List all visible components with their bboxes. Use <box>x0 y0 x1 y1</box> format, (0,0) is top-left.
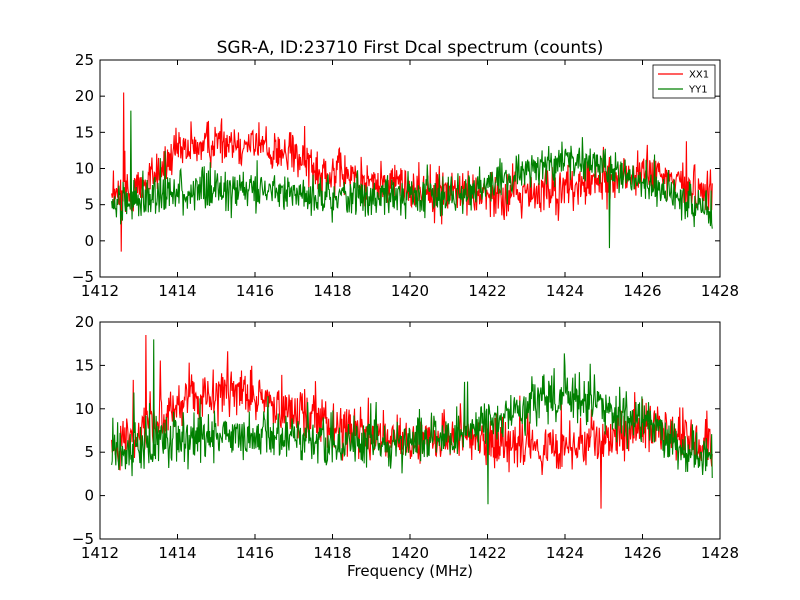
bottom-y-tick-label: 20 <box>75 313 94 331</box>
bottom-x-tick-label: 1426 <box>623 544 661 562</box>
top-y-tick-label: −5 <box>72 268 94 286</box>
top-axis-ticks: 1412 1414 1416 1418 1420 1422 1424 1426 1428 −5 0 5… <box>72 51 739 300</box>
bottom-x-tick-label: 1416 <box>236 544 274 562</box>
top-y-tick-label: 25 <box>75 51 94 69</box>
x-axis-label: Frequency (MHz) <box>347 562 473 580</box>
bottom-x-tick-label: 1428 <box>701 544 739 562</box>
chart-title: SGR-A, ID:23710 First Dcal spectrum (cou… <box>217 38 604 58</box>
bottom-y-tick-label: 0 <box>84 487 94 505</box>
bottom-x-tick-label: 1420 <box>391 544 429 562</box>
bottom-y-tick-label: 5 <box>84 443 94 461</box>
top-y-tick-label: 15 <box>75 123 94 141</box>
bottom-x-tick-label: 1412 <box>81 544 119 562</box>
top-y-tick-label: 10 <box>75 160 94 178</box>
top-plot-frame <box>99 59 721 278</box>
bottom-plot-frame <box>99 321 721 540</box>
bottom-chart: 1412 1414 1416 1418 1420 1422 1424 1426 1428 −5 0 5… <box>72 313 739 580</box>
bottom-y-tick-label: −5 <box>72 530 94 548</box>
top-x-tick-label: 1420 <box>391 282 429 300</box>
top-chart: SGR-A, ID:23710 First Dcal spectrum (cou… <box>72 38 739 300</box>
bottom-y-tick-label: 15 <box>75 356 94 374</box>
bottom-y-tick-label: 10 <box>75 400 94 418</box>
legend-label-xx1: XX1 <box>689 70 709 81</box>
bottom-x-tick-label: 1414 <box>158 544 196 562</box>
top-series-line-yy1 <box>111 110 713 249</box>
top-x-tick-label: 1416 <box>236 282 274 300</box>
bottom-x-tick-label: 1418 <box>313 544 351 562</box>
top-y-tick-label: 20 <box>75 87 94 105</box>
top-x-tick-label: 1412 <box>81 282 119 300</box>
legend: XX1 YY1 <box>652 64 716 99</box>
top-x-tick-label: 1424 <box>546 282 584 300</box>
top-x-tick-label: 1418 <box>313 282 351 300</box>
top-series-lines <box>111 92 713 252</box>
legend-label-yy1: YY1 <box>688 85 708 96</box>
bottom-axis-ticks: 1412 1414 1416 1418 1420 1422 1424 1426 1428 −5 0 5… <box>72 313 739 562</box>
bottom-series-line-yy <box>111 339 713 505</box>
top-x-tick-label: 1422 <box>468 282 506 300</box>
top-x-tick-label: 1426 <box>623 282 661 300</box>
top-y-tick-label: 5 <box>84 196 94 214</box>
top-y-tick-label: 0 <box>84 232 94 250</box>
bottom-series-line-xx <box>111 335 713 509</box>
bottom-x-tick-label: 1422 <box>468 544 506 562</box>
top-x-tick-label: 1414 <box>158 282 196 300</box>
bottom-series-lines <box>111 335 713 509</box>
legend-box <box>652 64 716 99</box>
bottom-x-tick-label: 1424 <box>546 544 584 562</box>
top-x-tick-label: 1428 <box>701 282 739 300</box>
